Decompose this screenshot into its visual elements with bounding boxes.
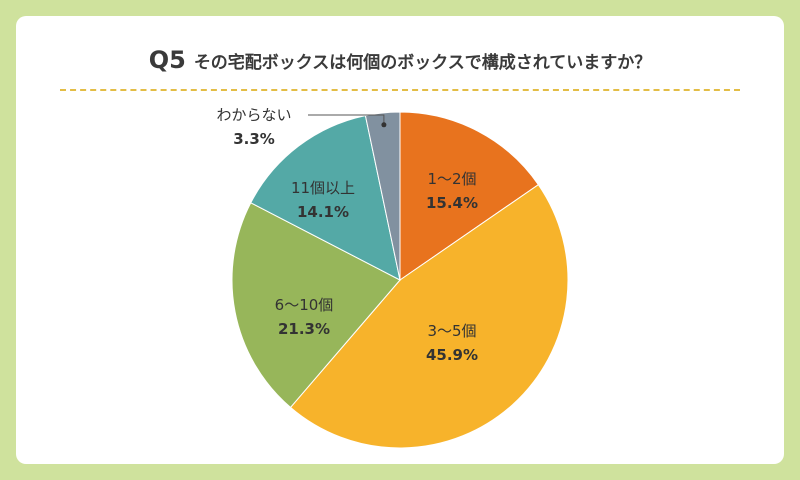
title-divider (60, 89, 740, 91)
slice-percent-label: 14.1% (297, 203, 349, 221)
chart-title: Q5 その宅配ボックスは何個のボックスで構成されていますか？ (16, 46, 784, 74)
slice-percent-label: 15.4% (426, 194, 478, 212)
pie-slice (399, 111, 540, 281)
pie-slice (289, 184, 569, 449)
pie-slice (250, 115, 401, 281)
pie-slice (364, 111, 401, 281)
pie-labels: 1〜2個 15.4% 3〜5個 45.9% 6〜10個 21.3% 11個以上 14.1% わか… (216, 106, 478, 364)
pie-slice (231, 202, 401, 409)
slice-category-label: 11個以上 (291, 179, 355, 197)
leader-line (308, 114, 385, 125)
slice-category-label: 6〜10個 (275, 296, 334, 314)
leader-dot (381, 122, 387, 128)
question-text: その宅配ボックスは何個のボックスで構成されていますか？ (193, 53, 652, 73)
slice-category-label: 3〜5個 (427, 322, 476, 340)
slice-category-label: 1〜2個 (427, 170, 476, 188)
question-number: Q5 (148, 46, 186, 74)
slice-percent-label: 21.3% (278, 320, 330, 338)
slice-percent-label: 45.9% (426, 346, 478, 364)
slice-category-label: わからない (216, 106, 291, 124)
slice-percent-label: 3.3% (233, 130, 275, 148)
pie-slices (231, 111, 569, 449)
